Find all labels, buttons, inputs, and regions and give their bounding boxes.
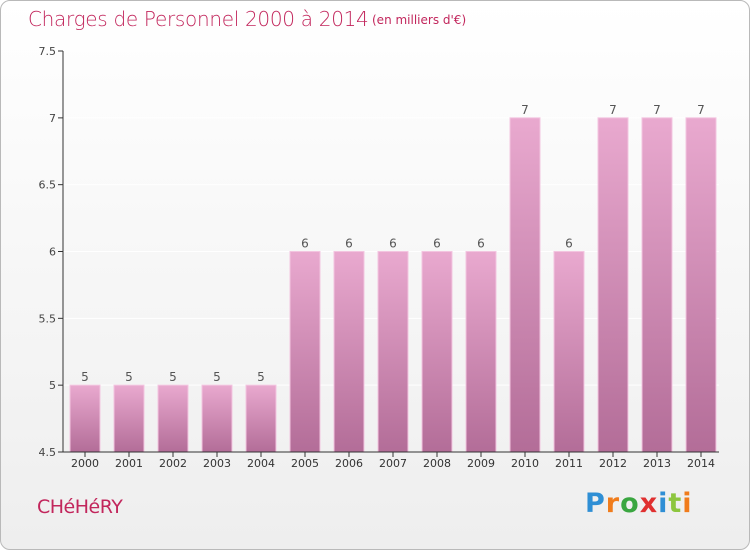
data-label: 6 (389, 237, 397, 251)
y-tick-labels: 4.5 5 5.5 6 6.5 7 7.5 (39, 45, 57, 459)
x-tick-label: 2012 (599, 457, 627, 470)
x-tick-label: 2006 (335, 457, 363, 470)
data-label: 5 (257, 370, 265, 384)
chart-title: Charges de Personnel 2000 à 2014 (28, 7, 369, 31)
x-tick-label: 2004 (247, 457, 275, 470)
y-tick-label: 5.5 (39, 312, 57, 325)
y-tick-label: 5 (49, 379, 56, 392)
data-label: 6 (433, 237, 441, 251)
x-tick-label: 2005 (291, 457, 319, 470)
y-tick-label: 6.5 (39, 179, 57, 192)
x-tick-label: 2008 (423, 457, 451, 470)
y-tick-label: 7 (49, 112, 56, 125)
bar (597, 117, 629, 453)
x-tick-label: 2009 (467, 457, 495, 470)
data-label: 5 (81, 370, 89, 384)
bar (69, 384, 101, 453)
data-label: 7 (609, 103, 617, 117)
data-label: 6 (477, 237, 485, 251)
bar (201, 384, 233, 453)
y-tick-label: 6 (49, 246, 56, 259)
bar (289, 251, 321, 453)
data-label: 6 (565, 237, 573, 251)
data-label: 6 (301, 237, 309, 251)
x-tick-label: 2014 (687, 457, 715, 470)
data-label: 7 (697, 103, 705, 117)
data-label: 5 (213, 370, 221, 384)
x-tick-label: 2013 (643, 457, 671, 470)
y-tick-label: 4.5 (39, 446, 57, 459)
x-tick-label: 2011 (555, 457, 583, 470)
bar (245, 384, 277, 453)
x-tick-label: 2002 (159, 457, 187, 470)
bar (641, 117, 673, 453)
bar (333, 251, 365, 453)
bar (685, 117, 717, 453)
bar (113, 384, 145, 453)
bar (509, 117, 541, 453)
axes (58, 50, 719, 457)
data-labels: 5 5 5 5 5 6 6 6 6 6 7 6 7 7 7 (81, 103, 705, 384)
bar (377, 251, 409, 453)
bar (421, 251, 453, 453)
x-tick-label: 2007 (379, 457, 407, 470)
bar (465, 251, 497, 453)
chart-subtitle: (en milliers d'€) (372, 13, 467, 27)
data-label: 5 (125, 370, 133, 384)
x-tick-label: 2003 (203, 457, 231, 470)
x-tick-label: 2000 (71, 457, 99, 470)
bars (69, 117, 717, 453)
data-label: 7 (653, 103, 661, 117)
x-tick-labels: 2000 2001 2002 2003 2004 2005 2006 2007 2008 2009… (71, 457, 715, 470)
proxiti-logo: Proxiti (585, 488, 693, 519)
data-label: 7 (521, 103, 529, 117)
x-tick-label: 2001 (115, 457, 143, 470)
commune-name: CHéHéRY (37, 496, 123, 518)
x-tick-label: 2010 (511, 457, 539, 470)
data-label: 5 (169, 370, 177, 384)
bar (553, 251, 585, 453)
data-label: 6 (345, 237, 353, 251)
bar (157, 384, 189, 453)
y-tick-label: 7.5 (39, 45, 57, 58)
